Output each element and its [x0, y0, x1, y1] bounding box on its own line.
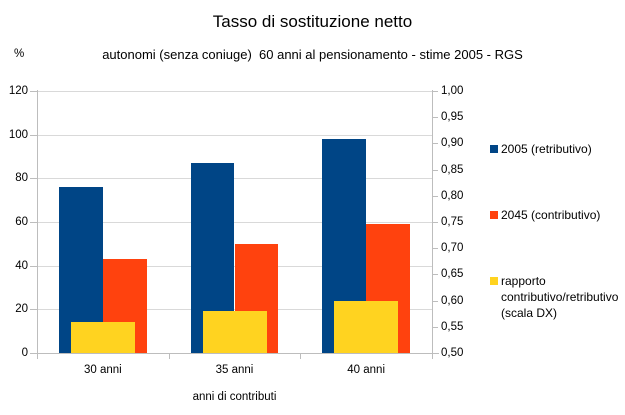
x-axis-tick	[300, 353, 302, 359]
left-axis-tick-label: 100	[8, 128, 28, 141]
legend-swatch-icon	[490, 277, 498, 285]
left-axis-tick-label: 20	[15, 303, 28, 316]
right-axis-tick	[432, 222, 438, 223]
right-axis-tick-label: 0,50	[441, 347, 464, 359]
y-axis-left-line	[37, 90, 38, 354]
left-axis-tick-label: 80	[15, 172, 28, 185]
left-axis-unit-label: %	[14, 48, 25, 60]
x-axis-category-label: 40 anni	[347, 364, 386, 376]
x-axis-tick	[168, 353, 170, 359]
right-axis-tick-label: 0,55	[441, 320, 464, 333]
x-axis-category-label: 35 anni	[215, 364, 254, 376]
legend-swatch-icon	[490, 145, 498, 153]
right-axis-tick	[432, 326, 438, 328]
right-axis-tick-label: 0,65	[441, 268, 464, 281]
gridline	[37, 91, 432, 92]
right-axis-tick	[432, 117, 438, 119]
x-axis-tick	[37, 353, 38, 359]
x-axis-title: anni di contributi	[192, 391, 277, 403]
right-axis-tick	[432, 300, 438, 302]
bar-rapporto-40-anni	[334, 300, 399, 353]
right-axis-tick	[432, 248, 438, 250]
legend-label: rapporto contributivo/retributivo (scala…	[501, 274, 619, 320]
bar-rapporto-35-anni	[202, 311, 267, 353]
gridline	[37, 222, 432, 223]
legend-swatch-icon	[490, 211, 498, 219]
right-axis-tick	[432, 353, 438, 354]
left-axis-tick	[30, 178, 37, 180]
right-axis-tick-label: 0,75	[441, 216, 464, 228]
right-axis-tick	[432, 91, 438, 92]
left-axis-tick-label: 60	[15, 216, 28, 228]
right-axis-tick-label: 0,95	[441, 111, 464, 124]
gridline	[37, 134, 432, 136]
x-axis-category-label: 30 anni	[83, 364, 122, 376]
right-axis-tick-label: 0,85	[441, 163, 464, 176]
x-axis-tick	[432, 353, 433, 359]
left-axis-tick	[30, 222, 37, 223]
left-axis-tick-label: 0	[21, 347, 28, 359]
chart-subtitle: autonomi (senza coniuge) 60 anni al pens…	[102, 47, 523, 62]
right-axis-tick-label: 0,60	[441, 294, 464, 307]
right-axis-tick-label: 0,90	[441, 137, 464, 150]
chart-title: Tasso di sostituzione netto	[212, 12, 413, 31]
left-axis-tick	[30, 353, 37, 354]
right-axis-tick-label: 0,80	[441, 189, 464, 202]
right-axis-tick-label: 0,70	[441, 242, 464, 255]
x-axis-line	[30, 353, 439, 354]
right-axis-tick-label: 1,00	[441, 85, 464, 97]
left-axis-tick	[30, 309, 37, 311]
left-axis-tick	[30, 265, 37, 267]
right-axis-tick	[432, 143, 438, 145]
left-axis-tick	[30, 134, 37, 136]
legend-label: 2005 (retributivo)	[501, 142, 592, 156]
right-axis-tick	[432, 195, 438, 197]
bar-rapporto-30-anni	[70, 321, 135, 353]
gridline	[37, 178, 432, 180]
left-axis-tick	[30, 91, 37, 92]
left-axis-tick-label: 120	[8, 85, 28, 97]
right-axis-tick	[432, 274, 438, 276]
legend-label: 2045 (contributivo)	[501, 208, 601, 222]
left-axis-tick-label: 40	[15, 259, 28, 272]
right-axis-tick	[432, 169, 438, 171]
